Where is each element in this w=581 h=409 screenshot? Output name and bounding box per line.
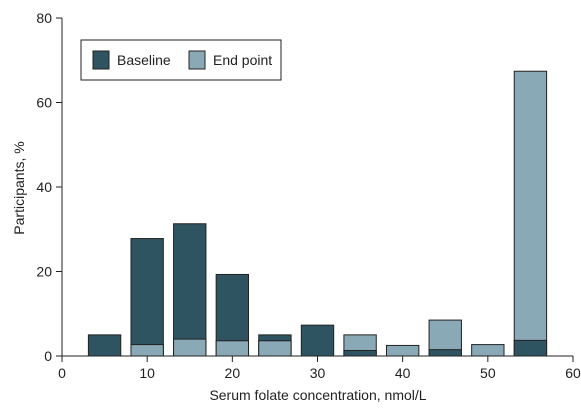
legend-swatch-endpoint <box>188 50 206 70</box>
bar-endpoint-50 <box>471 344 505 357</box>
legend-label-endpoint: End point <box>213 52 272 68</box>
x-tick-label-50: 50 <box>480 365 496 381</box>
x-tick-label-20: 20 <box>225 365 241 381</box>
bar-endpoint-15 <box>173 338 207 357</box>
axes-layer: 0 20 40 60 80 0 10 20 30 40 50 60 <box>36 10 581 381</box>
bar-endpoint-55 <box>513 70 548 357</box>
bar-endpoint-25 <box>258 340 292 357</box>
legend-label-baseline: Baseline <box>117 52 171 68</box>
x-tick-label-40: 40 <box>395 365 411 381</box>
legend-frame <box>80 39 282 81</box>
bar-endpoint-10 <box>130 344 164 357</box>
x-tick-label-10: 10 <box>139 365 155 381</box>
bar-baseline-45 <box>428 349 462 357</box>
bar-baseline-30 <box>300 324 335 357</box>
y-tick-label-60: 60 <box>36 95 52 111</box>
y-tick-label-40: 40 <box>36 179 52 195</box>
bar-endpoint-40 <box>385 344 420 357</box>
y-tick-label-80: 80 <box>36 10 52 26</box>
legend: Baseline End point <box>80 39 282 81</box>
x-axis-title: Serum folate concentration, nmol/L <box>209 387 426 403</box>
bar-baseline-5 <box>87 334 122 357</box>
y-tick-label-0: 0 <box>44 348 52 364</box>
x-tick-label-0: 0 <box>58 365 66 381</box>
bar-endpoint-20 <box>215 340 250 357</box>
bar-baseline-10 <box>130 238 164 357</box>
x-tick-label-30: 30 <box>310 365 326 381</box>
x-tick-label-60: 60 <box>565 365 581 381</box>
bar-baseline-55 <box>513 339 548 357</box>
legend-swatch-baseline <box>92 50 110 70</box>
bars-layer <box>87 70 548 357</box>
y-tick-label-20: 20 <box>36 264 52 280</box>
bar-baseline-15 <box>173 223 207 357</box>
bar-baseline-35 <box>343 350 377 357</box>
y-axis-title: Participants, % <box>11 141 27 234</box>
